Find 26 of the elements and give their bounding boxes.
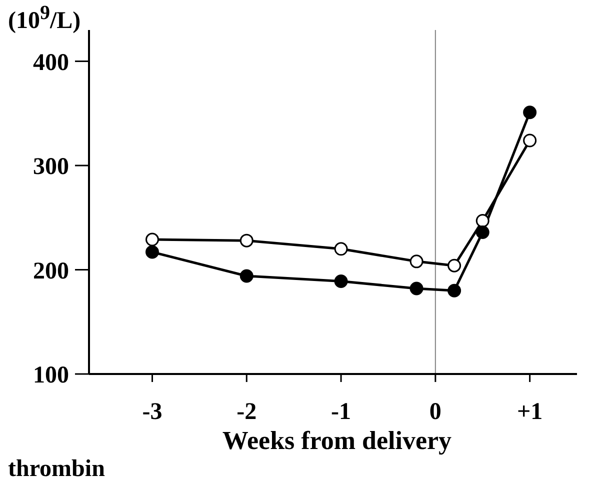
point — [240, 234, 254, 248]
point — [476, 214, 490, 228]
y-tick-label: 300 — [33, 154, 69, 180]
y-tick-label: 200 — [33, 258, 69, 284]
point — [523, 134, 537, 148]
point — [523, 106, 537, 120]
point — [448, 258, 462, 272]
y-tick-label: 400 — [33, 50, 69, 76]
point — [410, 254, 424, 268]
x-tick-label: 0 — [429, 399, 442, 426]
point — [334, 274, 348, 288]
x-axis-title: Weeks from delivery — [221, 426, 453, 456]
point — [448, 284, 462, 298]
y-tick-label: 100 — [33, 362, 69, 389]
point — [410, 282, 424, 296]
point — [476, 225, 490, 239]
x-tick-label: -2 — [236, 399, 257, 426]
point — [334, 242, 348, 256]
point — [240, 269, 254, 283]
x-tick-label: +1 — [516, 399, 543, 426]
text: thrombin — [8, 456, 105, 483]
point — [145, 245, 159, 259]
y-axis-title: (10$^{9}$/L) — [8, 2, 81, 35]
x-tick-label: -1 — [331, 399, 352, 426]
x-tick-label: -3 — [142, 399, 162, 426]
point — [145, 232, 159, 246]
